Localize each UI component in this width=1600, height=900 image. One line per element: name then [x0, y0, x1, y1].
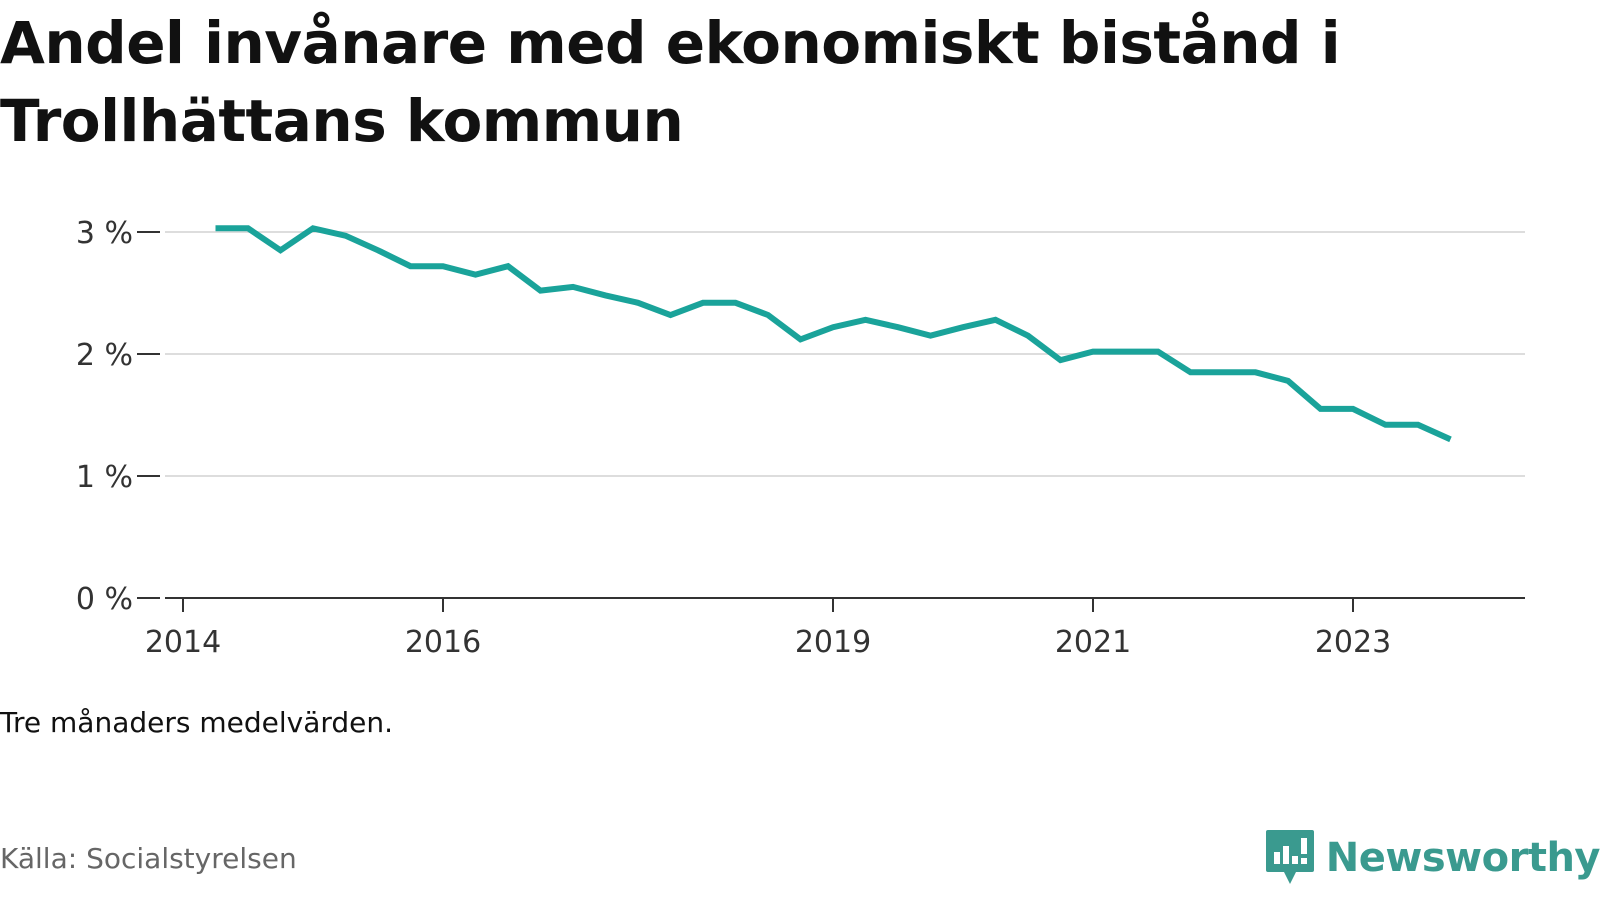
- data-point: [1090, 349, 1096, 355]
- data-point: [1188, 369, 1194, 375]
- data-point: [928, 333, 934, 339]
- x-tick-label: 2016: [405, 625, 481, 660]
- data-point: [895, 324, 901, 330]
- data-point: [1350, 406, 1356, 412]
- data-point: [603, 292, 609, 298]
- data-point: [278, 247, 284, 253]
- x-tick-label: 2019: [795, 625, 871, 660]
- data-point: [473, 272, 479, 278]
- x-tick-label: 2021: [1055, 625, 1131, 660]
- data-point: [1415, 422, 1421, 428]
- brand-logo: Newsworthy: [1264, 828, 1600, 888]
- x-tick-label: 2014: [145, 625, 221, 660]
- data-point: [538, 288, 544, 294]
- data-point: [213, 225, 219, 231]
- data-point: [1220, 369, 1226, 375]
- data-point: [1318, 406, 1324, 412]
- data-point: [668, 312, 674, 318]
- data-point: [863, 317, 869, 323]
- data-point: [375, 247, 381, 253]
- data-point: [1383, 422, 1389, 428]
- gridlines: [165, 231, 1525, 477]
- y-tick-label: 1 %: [76, 460, 133, 495]
- data-point: [700, 300, 706, 306]
- series-line: [215, 225, 1452, 443]
- data-point: [1058, 357, 1064, 363]
- data-point: [960, 324, 966, 330]
- data-point: [1155, 349, 1161, 355]
- y-tick-label: 0 %: [76, 582, 133, 617]
- data-point: [245, 225, 251, 231]
- y-tick-label: 3 %: [76, 216, 133, 251]
- data-point: [505, 263, 511, 269]
- data-point: [1285, 378, 1291, 384]
- data-point: [798, 336, 804, 342]
- data-point: [310, 225, 316, 231]
- data-point: [1123, 349, 1129, 355]
- data-point: [408, 263, 414, 269]
- data-point: [570, 284, 576, 290]
- data-point: [343, 233, 349, 239]
- chart-note: Tre månaders medelvärden.: [0, 706, 394, 739]
- series-layer: [213, 225, 1454, 443]
- data-point: [733, 300, 739, 306]
- brand-name: Newsworthy: [1325, 835, 1600, 881]
- line-chart: 0 % 1 % 2 % 3 % 2014 2016 2019 2021 2023: [76, 216, 1525, 660]
- x-tick-label: 2023: [1315, 625, 1391, 660]
- data-point: [440, 263, 446, 269]
- data-point: [1448, 436, 1454, 442]
- chart-title: Andel invånare med ekonomiskt bistånd i …: [0, 9, 1341, 155]
- y-tick-label: 2 %: [76, 338, 133, 373]
- data-point: [1253, 369, 1259, 375]
- axes: 0 % 1 % 2 % 3 % 2014 2016 2019 2021 2023: [76, 216, 1525, 660]
- data-point: [830, 324, 836, 330]
- data-point: [635, 300, 641, 306]
- source-credit: Källa: Socialstyrelsen: [0, 842, 297, 875]
- data-point: [1025, 333, 1031, 339]
- data-point: [993, 317, 999, 323]
- data-point: [765, 312, 771, 318]
- newsworthy-logo-icon: [1265, 830, 1314, 884]
